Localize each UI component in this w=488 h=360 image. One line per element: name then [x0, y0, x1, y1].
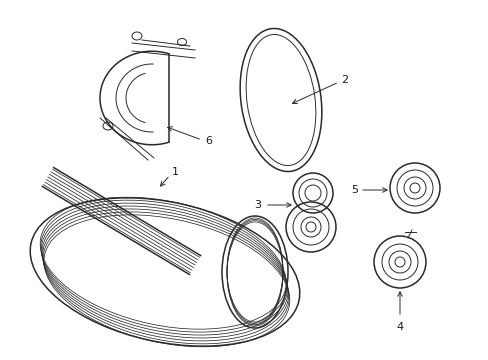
Text: 5: 5: [350, 185, 357, 195]
Text: 4: 4: [396, 322, 403, 332]
Text: 6: 6: [204, 136, 212, 146]
Text: 2: 2: [340, 75, 347, 85]
Text: 1: 1: [172, 167, 179, 177]
Text: 3: 3: [253, 200, 261, 210]
